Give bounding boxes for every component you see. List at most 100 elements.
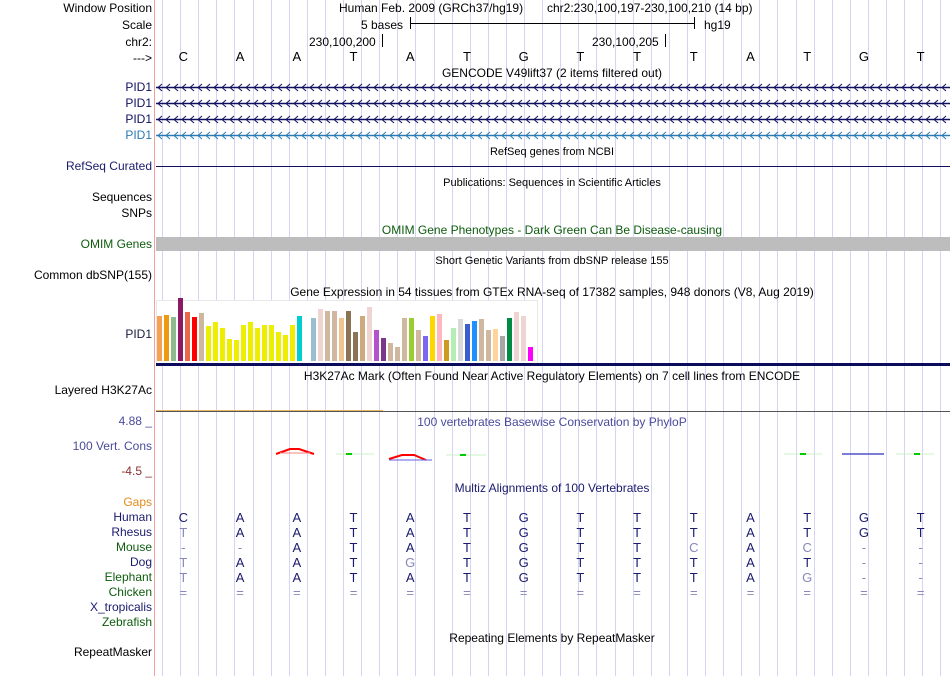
gtex-tissue-bar[interactable]: [290, 325, 295, 361]
gencode-transcript-line[interactable]: [156, 99, 950, 108]
gtex-tissue-bar[interactable]: [493, 329, 498, 361]
gtex-tissue-bar[interactable]: [479, 319, 484, 361]
gtex-tissue-bar[interactable]: [283, 335, 288, 361]
gtex-tissue-bar[interactable]: [521, 316, 526, 361]
publications-track-title[interactable]: Publications: Sequences in Scientific Ar…: [443, 177, 661, 189]
gtex-tissue-bar[interactable]: [206, 326, 211, 361]
gtex-gene-line[interactable]: [156, 363, 950, 366]
gtex-tissue-bar[interactable]: [157, 316, 162, 361]
gencode-transcript-label[interactable]: PID1: [125, 96, 152, 110]
gtex-bar-chart[interactable]: [156, 298, 536, 364]
multiz-species-label[interactable]: Chicken: [108, 585, 152, 599]
multiz-species-label[interactable]: Rhesus: [111, 525, 152, 539]
gtex-tissue-bar[interactable]: [367, 307, 372, 361]
gtex-tissue-bar[interactable]: [409, 318, 414, 361]
gtex-tissue-bar[interactable]: [423, 336, 428, 361]
refseq-track-title[interactable]: RefSeq genes from NCBI: [489, 146, 615, 158]
gtex-tissue-bar[interactable]: [318, 309, 323, 361]
gtex-tissue-bar[interactable]: [486, 330, 491, 361]
gtex-tissue-bar[interactable]: [227, 339, 232, 361]
strand-arrow: [261, 131, 267, 140]
gtex-tissue-bar[interactable]: [241, 325, 246, 361]
omim-track-label[interactable]: OMIM Genes: [80, 237, 152, 251]
gencode-transcript-label[interactable]: PID1: [125, 80, 152, 94]
gtex-tissue-bar[interactable]: [269, 325, 274, 361]
gtex-tissue-bar[interactable]: [332, 311, 337, 361]
gtex-tissue-bar[interactable]: [276, 332, 281, 361]
repeatmasker-track-title[interactable]: Repeating Elements by RepeatMasker: [449, 631, 655, 645]
gtex-tissue-bar[interactable]: [297, 316, 302, 361]
strand-arrow: [317, 99, 323, 108]
gtex-tissue-bar[interactable]: [248, 322, 253, 361]
gtex-tissue-bar[interactable]: [171, 317, 176, 361]
strand-arrow: [461, 99, 467, 108]
multiz-species-label[interactable]: Elephant: [104, 570, 152, 584]
gtex-tissue-bar[interactable]: [255, 328, 260, 361]
gtex-tissue-bar[interactable]: [381, 338, 386, 361]
gtex-tissue-bar[interactable]: [472, 321, 477, 361]
gencode-transcript-label[interactable]: PID1: [125, 112, 152, 126]
gencode-transcript-line[interactable]: [156, 115, 950, 124]
gtex-tissue-bar[interactable]: [311, 318, 316, 361]
gtex-tissue-bar[interactable]: [374, 330, 379, 361]
gtex-tissue-bar[interactable]: [199, 313, 204, 361]
h3k27ac-track-title[interactable]: H3K27Ac Mark (Often Found Near Active Re…: [303, 369, 801, 383]
multiz-species-label[interactable]: Dog: [129, 555, 152, 569]
gtex-tissue-bar[interactable]: [339, 318, 344, 361]
multiz-species-label[interactable]: Human: [113, 510, 152, 524]
refseq-gene-line[interactable]: [156, 166, 950, 167]
gtex-tissue-bar[interactable]: [262, 325, 267, 361]
phylop-track-title[interactable]: 100 vertebrates Basewise Conservation by…: [417, 415, 687, 429]
strand-arrow: [253, 115, 259, 124]
gtex-tissue-bar[interactable]: [465, 324, 470, 361]
gtex-tissue-bar[interactable]: [444, 340, 449, 361]
gtex-tissue-bar[interactable]: [437, 314, 442, 361]
gencode-transcript-line[interactable]: [156, 131, 950, 140]
gtex-tissue-bar[interactable]: [451, 328, 456, 361]
gtex-tissue-bar[interactable]: [395, 347, 400, 361]
refseq-track-label[interactable]: RefSeq Curated: [65, 159, 152, 173]
strand-arrow: [421, 131, 427, 140]
gtex-tissue-bar[interactable]: [402, 318, 407, 361]
gtex-tissue-bar[interactable]: [360, 316, 365, 361]
gtex-tissue-bar[interactable]: [234, 340, 239, 361]
gtex-tissue-bar[interactable]: [325, 311, 330, 361]
gtex-track-title[interactable]: Gene Expression in 54 tissues from GTEx …: [290, 285, 814, 299]
multiz-track-title[interactable]: Multiz Alignments of 100 Vertebrates: [454, 481, 650, 495]
gencode-transcript-label[interactable]: PID1: [125, 128, 152, 142]
multiz-species-label[interactable]: X_tropicalis: [89, 600, 152, 614]
gtex-tissue-bar[interactable]: [458, 319, 463, 361]
gtex-tissue-bar[interactable]: [178, 298, 183, 361]
multiz-species-label[interactable]: Mouse: [115, 540, 152, 554]
gtex-tissue-bar[interactable]: [500, 336, 505, 361]
publications-sequences-label[interactable]: Sequences: [91, 190, 152, 204]
gtex-tissue-bar[interactable]: [353, 332, 358, 361]
omim-track-title[interactable]: OMIM Gene Phenotypes - Dark Green Can Be…: [381, 223, 723, 237]
publications-snps-label[interactable]: SNPs: [121, 206, 152, 220]
gtex-tissue-bar[interactable]: [430, 316, 435, 361]
gtex-tissue-bar[interactable]: [164, 315, 169, 361]
position-text[interactable]: chr2:230,100,197-230,100,210 (14 bp): [547, 1, 753, 15]
multiz-gaps-label[interactable]: Gaps: [123, 495, 152, 509]
h3k27ac-track-label[interactable]: Layered H3K27Ac: [54, 383, 152, 397]
dbsnp-track-title[interactable]: Short Genetic Variants from dbSNP releas…: [435, 255, 669, 267]
gtex-tissue-bar[interactable]: [416, 330, 421, 361]
gtex-tissue-bar[interactable]: [185, 312, 190, 361]
gtex-tissue-bar[interactable]: [192, 317, 197, 361]
omim-gene-bar[interactable]: [156, 237, 950, 251]
gtex-tissue-bar[interactable]: [388, 343, 393, 361]
gencode-track-title[interactable]: GENCODE V49lift37 (2 items filtered out): [441, 66, 663, 80]
gencode-transcript-line[interactable]: [156, 83, 950, 92]
phylop-track-label[interactable]: 100 Vert. Cons: [72, 439, 152, 453]
gtex-gene-label[interactable]: PID1: [125, 327, 152, 341]
gtex-tissue-bar[interactable]: [220, 328, 225, 361]
gtex-tissue-bar[interactable]: [507, 318, 512, 361]
multiz-species-label[interactable]: Zebrafish: [101, 615, 152, 629]
gtex-tissue-bar[interactable]: [346, 311, 351, 361]
gtex-tissue-bar[interactable]: [213, 322, 218, 361]
strand-arrow: [709, 99, 715, 108]
repeatmasker-track-label[interactable]: RepeatMasker: [73, 645, 152, 659]
dbsnp-track-label[interactable]: Common dbSNP(155): [33, 268, 152, 282]
gtex-tissue-bar[interactable]: [514, 312, 519, 361]
gtex-tissue-bar[interactable]: [528, 347, 533, 361]
